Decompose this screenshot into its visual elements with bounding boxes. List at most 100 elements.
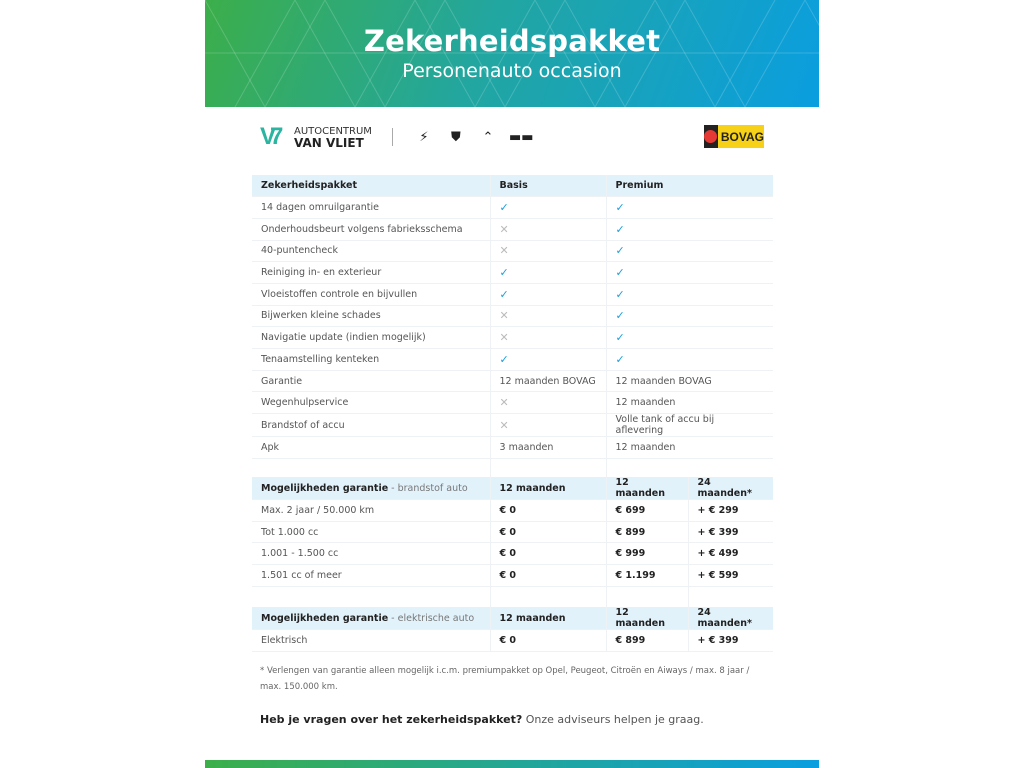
bovag-logo: BOVAG (704, 125, 764, 148)
row-label: Onderhoudsbeurt volgens fabrieksschema (252, 218, 491, 241)
row-label: 40-puntencheck (252, 240, 491, 263)
premium-cell: 12 maanden (606, 436, 773, 459)
cross-icon: ✕ (499, 244, 509, 258)
premium-cell: Volle tank of accu bij aflevering (606, 413, 773, 438)
row-label: 1.501 cc of meer (252, 564, 491, 587)
price-cell: + € 499 (688, 542, 773, 566)
triangle-pattern (205, 0, 819, 107)
basis-cell: ✓ (490, 261, 607, 284)
dealer-name-line2: VAN VLIET (294, 135, 364, 150)
premium-cell: ✓ (606, 218, 773, 241)
footnote: * Verlengen van garantie alleen mogelijk… (260, 666, 750, 692)
bovag-text: BOVAG (720, 129, 764, 144)
price-cell: + € 399 (688, 629, 773, 652)
price-cell: € 999 (606, 542, 689, 566)
table-row: Navigatie update (indien mogelijk) ✕ ✓ (252, 326, 773, 349)
table-row: Apk 3 maanden 12 maanden (252, 436, 773, 459)
price-cell: + € 399 (688, 521, 773, 544)
page-title: Zekerheidspakket (363, 24, 661, 58)
table-row: Garantie 12 maanden BOVAG 12 maanden BOVAG (252, 370, 773, 393)
price-cell: € 0 (490, 564, 607, 587)
check-icon: ✓ (499, 201, 509, 215)
premium-cell: ✓ (606, 305, 773, 328)
table-row: 1.001 - 1.500 cc € 0 € 999 + € 499 (252, 542, 773, 566)
divider (391, 128, 393, 146)
table-row: Tenaamstelling kenteken ✓ ✓ (252, 348, 773, 371)
table-row: Tot 1.000 cc € 0 € 899 + € 399 (252, 521, 773, 544)
row-label: Wegenhulpservice (252, 391, 491, 415)
cross-icon: ✕ (499, 418, 509, 432)
row-label: Elektrisch (252, 629, 491, 652)
title-sub: - brandstof auto (388, 482, 468, 494)
column-header: 12 maanden (606, 477, 689, 500)
dealer-logo: V7 AUTOCENTRUM VAN VLIET (260, 123, 372, 151)
cross-icon: ✕ (499, 331, 509, 345)
price-cell: + € 299 (688, 499, 773, 522)
column-header: Basis (490, 175, 607, 198)
row-label: 1.001 - 1.500 cc (252, 542, 491, 566)
column-header: 24 maanden* (688, 607, 773, 630)
row-label: Max. 2 jaar / 50.000 km (252, 499, 491, 522)
contact-question: Heb je vragen over het zekerheidspakket?… (260, 713, 704, 726)
title-sub: - elektrische auto (388, 612, 475, 624)
aiways-logo-icon: ▬▬ (508, 129, 534, 145)
column-header: Premium (606, 175, 773, 198)
table-row: Wegenhulpservice ✕ 12 maanden (252, 391, 773, 415)
fuel-warranty-table: Mogelijkheden garantie - brandstof auto 1… (252, 477, 773, 609)
row-label: Bijwerken kleine schades (252, 305, 491, 328)
price-cell: € 0 (490, 521, 607, 544)
package-table: Zekerheidspakket Basis Premium 14 dagen omr… (252, 175, 773, 481)
cross-icon: ✕ (499, 222, 509, 236)
row-label: 14 dagen omruilgarantie (252, 196, 491, 219)
header-banner: Zekerheidspakket Personenauto occasion (205, 0, 819, 107)
basis-cell: 3 maanden (490, 436, 607, 459)
check-icon: ✓ (615, 266, 625, 280)
row-label: Apk (252, 436, 491, 459)
table-header: Mogelijkheden garantie - brandstof auto 1… (252, 477, 773, 500)
ev-warranty-table: Mogelijkheden garantie - elektrische aut… (252, 607, 773, 652)
check-icon: ✓ (615, 244, 625, 258)
check-icon: ✓ (615, 352, 625, 366)
row-label: Tot 1.000 cc (252, 521, 491, 544)
spacer-row (252, 458, 773, 481)
basis-cell: ✕ (490, 391, 607, 415)
table-header: Mogelijkheden garantie - elektrische aut… (252, 607, 773, 630)
page: Zekerheidspakket Personenauto occasion V… (205, 0, 819, 768)
table-row: 14 dagen omruilgarantie ✓ ✓ (252, 196, 773, 219)
check-icon: ✓ (615, 331, 625, 345)
price-cell: € 0 (490, 499, 607, 522)
table-row: Elektrisch € 0 € 899 + € 399 (252, 629, 773, 652)
spacer-row (252, 586, 773, 609)
page-subtitle: Personenauto occasion (402, 60, 622, 82)
table-title: Mogelijkheden garantie - brandstof auto (252, 477, 491, 500)
cross-icon: ✕ (499, 309, 509, 323)
column-header: 12 maanden (490, 477, 607, 500)
price-cell: + € 599 (688, 564, 773, 587)
column-header: Zekerheidspakket (252, 175, 491, 198)
check-icon: ✓ (615, 287, 625, 301)
cross-icon: ✕ (499, 396, 509, 410)
question-bold: Heb je vragen over het zekerheidspakket? (260, 713, 523, 726)
vv-logo-icon: V7 (260, 123, 283, 150)
basis-cell: ✕ (490, 413, 607, 438)
title-bold: Mogelijkheden garantie (261, 482, 389, 494)
basis-cell: ✓ (490, 348, 607, 371)
premium-cell: ✓ (606, 283, 773, 306)
question-text: Onze adviseurs helpen je graag. (522, 713, 704, 726)
peugeot-logo-icon: ⛊ (451, 129, 461, 145)
price-cell: € 0 (490, 629, 607, 652)
row-label: Vloeistoffen controle en bijvullen (252, 283, 491, 306)
row-label: Navigatie update (indien mogelijk) (252, 326, 491, 349)
check-icon: ✓ (615, 222, 625, 236)
table-row: Vloeistoffen controle en bijvullen ✓ ✓ (252, 283, 773, 306)
dealer-name-line1: AUTOCENTRUM (294, 125, 372, 137)
basis-cell: 12 maanden BOVAG (490, 370, 607, 393)
table-row: Brandstof of accu ✕ Volle tank of accu bij… (252, 413, 773, 438)
opel-logo-icon: ⚡ (419, 129, 429, 145)
table-row: Reiniging in- en exterieur ✓ ✓ (252, 261, 773, 284)
premium-cell: ✓ (606, 261, 773, 284)
row-label: Garantie (252, 370, 491, 393)
basis-cell: ✕ (490, 240, 607, 263)
table-row: Onderhoudsbeurt volgens fabrieksschema ✕ ✓ (252, 218, 773, 241)
check-icon: ✓ (499, 287, 509, 301)
